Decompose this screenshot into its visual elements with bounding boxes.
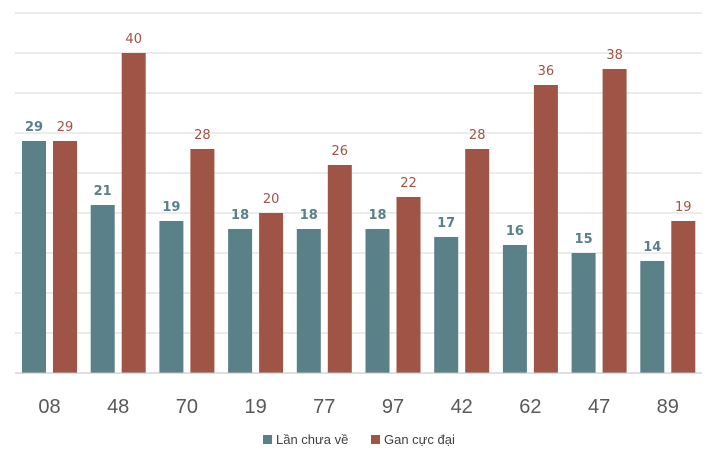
bar-s1-97 — [396, 197, 421, 373]
legend-label-gan-cuc-dai: Gan cực đại — [384, 432, 455, 447]
bar-s0-97 — [365, 229, 390, 373]
bar-s0-19 — [228, 229, 253, 373]
bar-s1-47 — [602, 69, 627, 373]
data-label-s1-48: 40 — [125, 32, 142, 47]
bar-s0-08 — [22, 141, 46, 373]
data-label-s1-19: 20 — [263, 192, 280, 207]
x-tick-label-97: 97 — [382, 396, 404, 418]
bar-s0-89 — [640, 261, 665, 373]
data-label-s1-62: 36 — [538, 64, 555, 79]
bar-s1-19 — [259, 213, 284, 373]
x-tick-label-62: 62 — [519, 396, 541, 418]
data-label-s1-70: 28 — [194, 128, 211, 143]
bar-s1-42 — [465, 149, 490, 373]
bar-s0-48 — [90, 205, 115, 373]
data-label-s0-97: 18 — [368, 208, 386, 223]
legend-swatch-lan-chua-ve — [263, 435, 272, 444]
x-tick-label-77: 77 — [313, 396, 335, 418]
data-labels: 29 29 21 40 19 28 18 20 18 26 18 22 17 28 16 36 15 38 14 19 — [25, 32, 692, 255]
legend-swatch-gan-cuc-dai — [371, 435, 380, 444]
legend: Lần chưa về Gan cực đại — [263, 432, 455, 447]
bar-s1-89 — [671, 221, 696, 373]
gridlines — [15, 12, 702, 334]
bar-s1-62 — [533, 85, 558, 373]
data-label-s1-47: 38 — [606, 48, 623, 63]
bar-s0-47 — [571, 253, 596, 373]
bar-s1-70 — [190, 149, 215, 373]
data-label-s0-62: 16 — [506, 224, 524, 239]
x-tick-label-42: 42 — [451, 396, 473, 418]
data-label-s0-48: 21 — [94, 184, 112, 199]
x-tick-label-08: 08 — [38, 396, 60, 418]
data-label-s0-08: 29 — [25, 120, 43, 135]
bar-s1-08 — [53, 141, 77, 373]
data-label-s0-19: 18 — [231, 208, 249, 223]
bar-s0-77 — [296, 229, 321, 373]
data-label-s0-77: 18 — [300, 208, 318, 223]
data-label-s1-77: 26 — [332, 144, 349, 159]
x-tick-label-70: 70 — [176, 396, 198, 418]
data-label-s1-08: 29 — [57, 120, 74, 135]
bars — [22, 53, 696, 373]
data-label-s1-42: 28 — [469, 128, 486, 143]
legend-label-lan-chua-ve: Lần chưa về — [276, 432, 348, 447]
bar-s0-42 — [434, 237, 459, 373]
x-tick-label-47: 47 — [588, 396, 610, 418]
data-label-s0-70: 19 — [162, 200, 180, 215]
data-label-s0-89: 14 — [643, 240, 661, 255]
x-tick-label-89: 89 — [657, 396, 679, 418]
data-label-s1-97: 22 — [400, 176, 417, 191]
x-tick-label-48: 48 — [107, 396, 129, 418]
bar-s1-77 — [327, 165, 352, 373]
data-label-s0-42: 17 — [437, 216, 455, 231]
data-label-s1-89: 19 — [675, 200, 692, 215]
data-label-s0-47: 15 — [575, 232, 593, 247]
x-tick-label-19: 19 — [244, 396, 266, 418]
bar-s0-70 — [159, 221, 184, 373]
x-axis-tick-labels: 08 48 70 19 77 97 42 62 47 89 — [38, 396, 679, 418]
bar-s0-62 — [502, 245, 527, 373]
bar-s1-48 — [121, 53, 146, 373]
